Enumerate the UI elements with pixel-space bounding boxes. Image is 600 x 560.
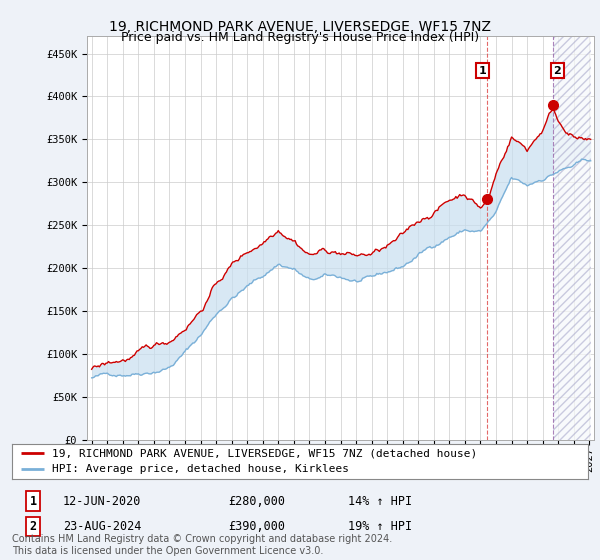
Text: 1: 1 [479, 66, 487, 76]
Text: Price paid vs. HM Land Registry's House Price Index (HPI): Price paid vs. HM Land Registry's House … [121, 31, 479, 44]
Text: 23-AUG-2024: 23-AUG-2024 [63, 520, 142, 533]
Text: 19% ↑ HPI: 19% ↑ HPI [348, 520, 412, 533]
Text: 1: 1 [29, 494, 37, 508]
Text: 12-JUN-2020: 12-JUN-2020 [63, 494, 142, 508]
Text: 2: 2 [554, 66, 562, 76]
Text: Contains HM Land Registry data © Crown copyright and database right 2024.
This d: Contains HM Land Registry data © Crown c… [12, 534, 392, 556]
Text: HPI: Average price, detached house, Kirklees: HPI: Average price, detached house, Kirk… [52, 464, 349, 474]
Text: 19, RICHMOND PARK AVENUE, LIVERSEDGE, WF15 7NZ: 19, RICHMOND PARK AVENUE, LIVERSEDGE, WF… [109, 20, 491, 34]
Text: £280,000: £280,000 [228, 494, 285, 508]
Text: £390,000: £390,000 [228, 520, 285, 533]
Text: 19, RICHMOND PARK AVENUE, LIVERSEDGE, WF15 7NZ (detached house): 19, RICHMOND PARK AVENUE, LIVERSEDGE, WF… [52, 449, 478, 459]
Text: 2: 2 [29, 520, 37, 533]
Text: 14% ↑ HPI: 14% ↑ HPI [348, 494, 412, 508]
